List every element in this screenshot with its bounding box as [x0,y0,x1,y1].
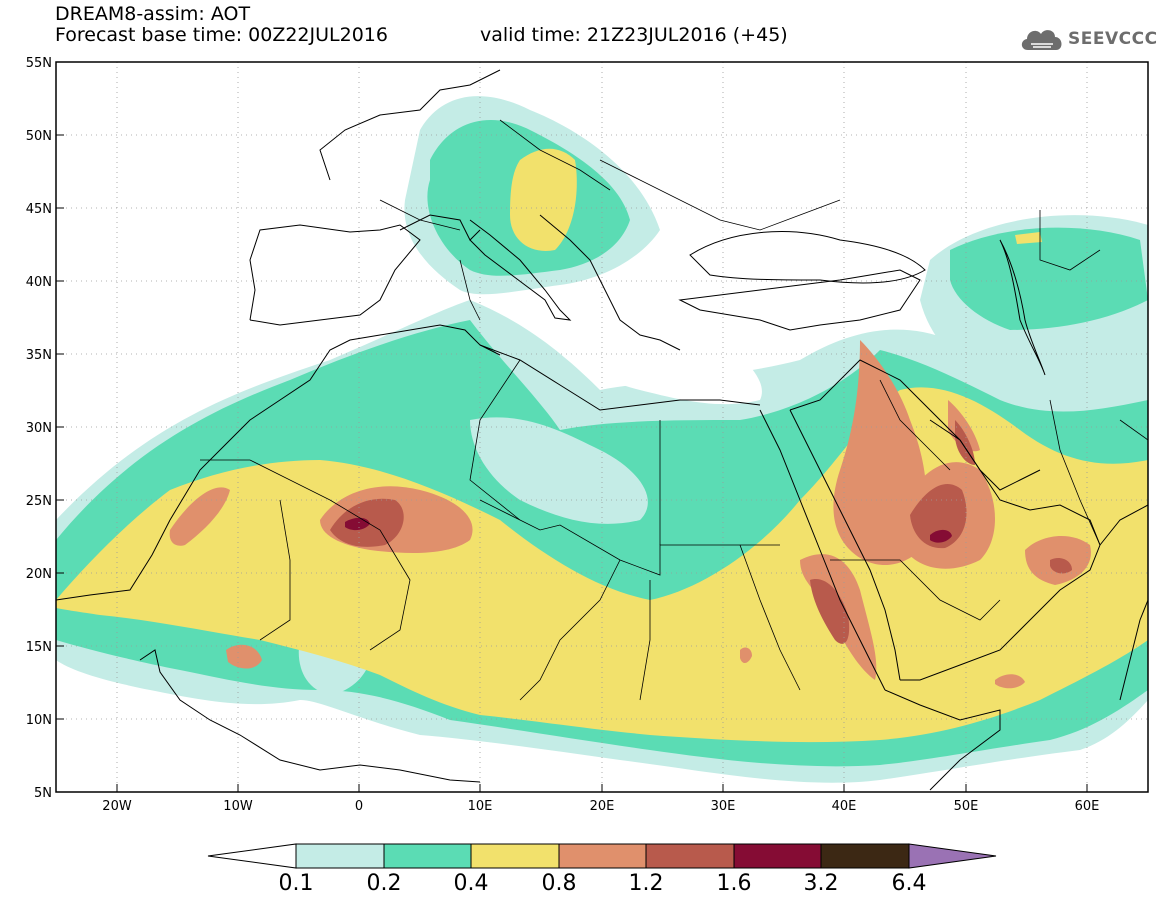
forecast-base-time: Forecast base time: 00Z22JUL2016 [55,24,388,46]
lon-label-30E: 30E [711,799,736,814]
colorbar-label-3.2: 3.2 [803,871,839,896]
map-title: DREAM8-assim: AOT [55,3,251,25]
lon-label-50E: 50E [954,799,979,814]
lon-label-60E: 60E [1075,799,1100,814]
lat-label-10N: 10N [26,713,52,728]
colorbar-swatch-1.2 [645,843,735,869]
colorbar [207,843,997,869]
graticule [56,62,1148,792]
colorbar-label-0.4: 0.4 [453,871,489,896]
valid-time: valid time: 21Z23JUL2016 (+45) [480,24,788,46]
lat-label-15N: 15N [26,640,52,655]
colorbar-swatch-0.8 [558,843,647,869]
lat-label-25N: 25N [26,494,52,509]
colorbar-label-1.6: 1.6 [716,871,752,896]
coastlines [56,69,1148,791]
colorbar-label-0.2: 0.2 [366,871,402,896]
latitude-labels: 55N 50N 45N 40N 35N 30N 25N 20N 15N 10N … [26,56,52,801]
colorbar-label-6.4: 6.4 [891,871,927,896]
lon-label-0: 0 [355,799,363,814]
lon-label-40E: 40E [832,799,857,814]
colorbar-swatch-0.4 [470,843,560,869]
colorbar-under-triangle [207,843,297,869]
cloud-icon [1021,30,1062,50]
seevccc-logo: SEEVCCC [1018,22,1158,58]
logo-text: SEEVCCC [1068,29,1158,49]
colorbar-swatch-1.6 [733,843,822,869]
colorbar-over-triangle [908,843,997,869]
lat-label-45N: 45N [26,202,52,217]
lat-label-5N: 5N [34,786,52,801]
axis-ticks [56,61,1088,792]
lon-label-20W: 20W [102,799,132,814]
colorbar-swatch-3.2 [820,843,910,869]
aot-band-1.6 [345,517,952,543]
lat-label-30N: 30N [26,421,52,436]
lat-label-50N: 50N [26,129,52,144]
country-borders [200,119,1148,701]
lat-label-20N: 20N [26,567,52,582]
colorbar-label-1.2: 1.2 [628,871,664,896]
lon-label-10E: 10E [468,799,493,814]
lon-label-20E: 20E [590,799,615,814]
lat-label-35N: 35N [26,348,52,363]
lat-label-40N: 40N [26,275,52,290]
lon-label-10W: 10W [223,799,253,814]
lat-label-55N: 55N [26,56,52,71]
colorbar-swatch-0.1 [295,843,385,869]
colorbar-swatch-0.2 [383,843,472,869]
longitude-labels: 20W 10W 0 10E 20E 30E 40E 50E 60E [102,799,1099,814]
aot-contours [56,96,1148,783]
colorbar-label-0.1: 0.1 [278,871,314,896]
colorbar-label-0.8: 0.8 [541,871,577,896]
